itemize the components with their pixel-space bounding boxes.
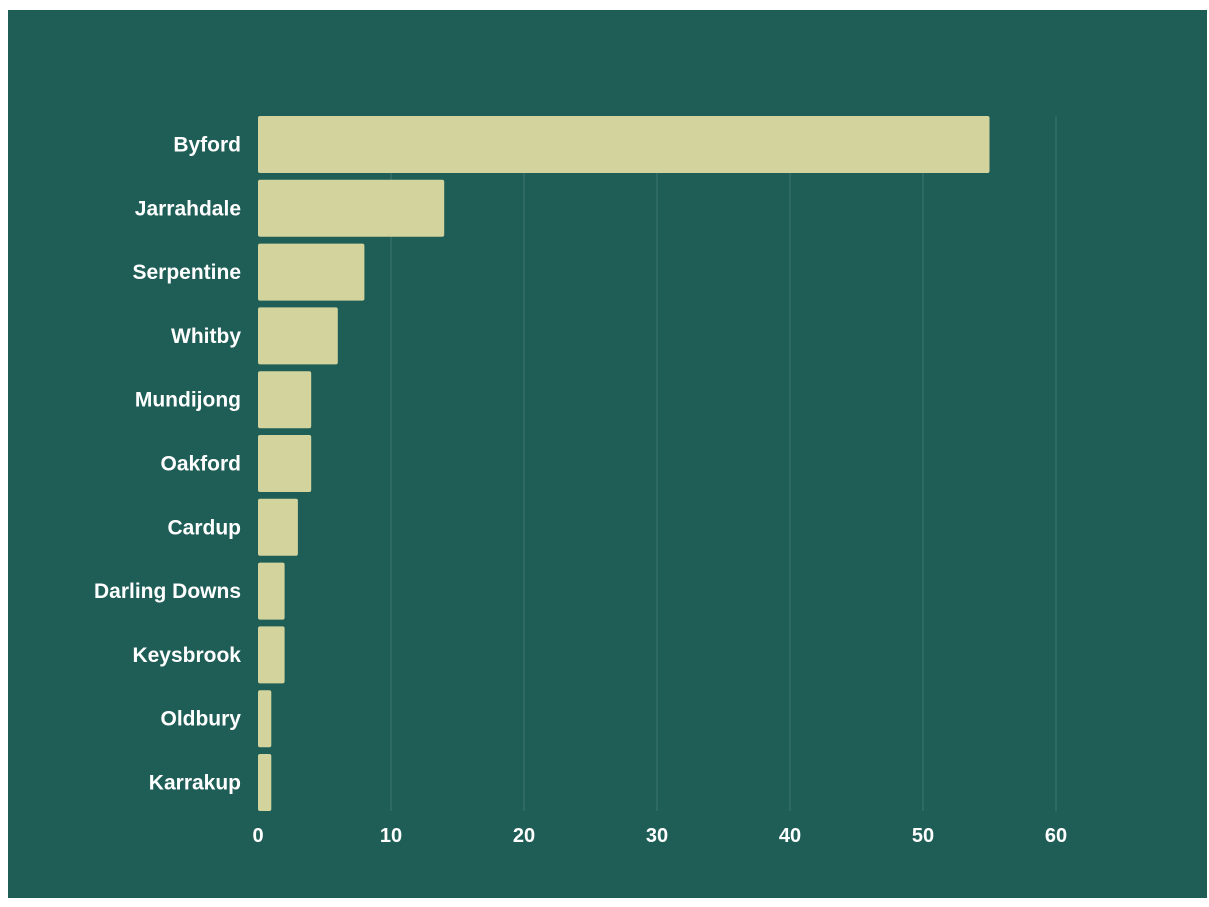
x-axis-tick-labels: 0 10 20 30 40 50 60: [252, 825, 1067, 847]
bar-serpentine: [258, 243, 365, 301]
x-tick-label: 20: [513, 825, 535, 847]
category-label: Oakford: [160, 453, 241, 476]
bar-keysbrook: [258, 626, 285, 684]
bar-darling-downs: [258, 562, 285, 620]
bar-whitby: [258, 307, 338, 365]
category-label: Jarrahdale: [135, 197, 241, 220]
category-label: Karrakup: [149, 772, 241, 795]
bar-jarrahdale: [258, 179, 445, 237]
category-label: Darling Downs: [94, 580, 241, 603]
category-label: Oldbury: [160, 708, 241, 731]
category-labels: Byford Jarrahdale Serpentine Whitby Mundijon…: [94, 134, 241, 795]
bar-mundijong: [258, 371, 312, 429]
category-label: Cardup: [168, 516, 242, 539]
x-tick-label: 0: [252, 825, 263, 847]
category-label: Byford: [173, 134, 241, 157]
x-tick-label: 60: [1045, 825, 1067, 847]
gridlines: [390, 116, 1057, 811]
x-tick-label: 40: [779, 825, 801, 847]
x-tick-label: 10: [380, 825, 402, 847]
category-label: Mundijong: [135, 389, 241, 412]
bar-byford: [258, 116, 990, 173]
bar-oldbury: [258, 690, 272, 748]
bar-oakford: [258, 435, 312, 492]
bar-karrakup: [258, 754, 272, 811]
bar-cardup: [258, 498, 298, 556]
category-label: Serpentine: [132, 261, 241, 284]
x-tick-label: 30: [646, 825, 668, 847]
category-label: Whitby: [171, 325, 241, 348]
bars: [258, 116, 990, 811]
x-tick-label: 50: [912, 825, 934, 847]
category-label: Keysbrook: [132, 644, 241, 667]
